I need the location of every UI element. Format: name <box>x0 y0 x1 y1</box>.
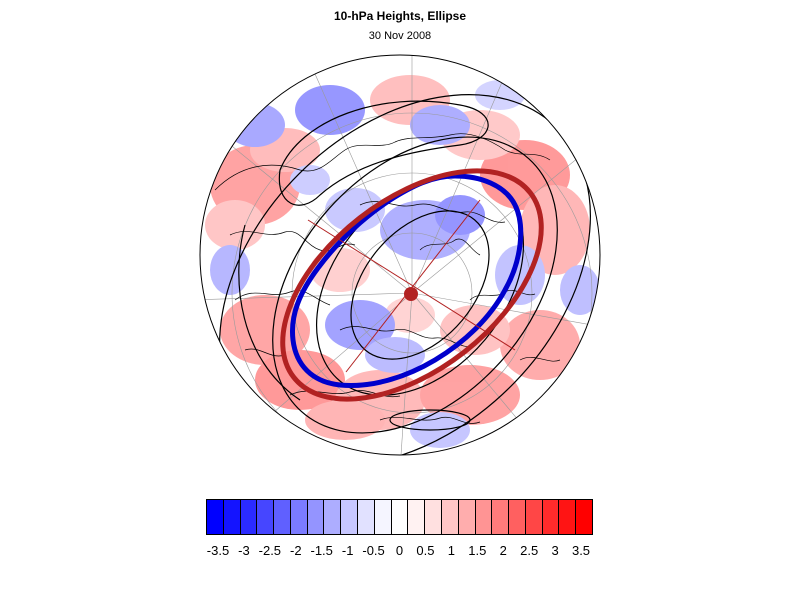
colorbar-swatch <box>458 500 476 534</box>
colorbar-label: -2.5 <box>258 543 282 558</box>
colorbar-label: -1 <box>341 543 354 558</box>
ellipse-axes <box>307 199 516 373</box>
colorbar-swatch <box>290 500 308 534</box>
colorbar-label: -0.5 <box>362 543 385 558</box>
colorbar-swatch <box>274 500 291 534</box>
colorbar-swatch <box>374 500 392 534</box>
colorbar-label: -1.5 <box>310 543 333 558</box>
colorbar-label: -2 <box>290 543 302 558</box>
fitted-ellipse <box>280 168 544 402</box>
colorbar-swatch <box>576 500 592 534</box>
colorbar-label: 0 <box>395 543 404 558</box>
colorbar-labels: -3.5 -3 -2.5 -2 -1.5 -1 -0.5 0 0.5 1 1.5 2 2.5 3 3.5 <box>0 543 800 563</box>
colorbar-swatch <box>324 500 342 534</box>
colorbar-label: -3.5 <box>206 543 230 558</box>
colorbar-label: 1 <box>447 543 455 558</box>
observed-vortex-edge <box>289 173 524 388</box>
colorbar-swatch <box>307 500 325 534</box>
map-title: 10-hPa Heights, Ellipse <box>333 9 467 23</box>
colorbar-swatch <box>341 500 359 534</box>
colorbar-swatch <box>207 500 224 534</box>
colorbar-label: 2.5 <box>520 543 539 558</box>
colorbar-label: -3 <box>238 543 250 558</box>
colorbar-swatch <box>475 500 493 534</box>
colorbar-swatch <box>492 500 510 534</box>
graticule <box>200 55 600 455</box>
colorbar-swatch <box>408 500 426 534</box>
colorbar-label: 3 <box>551 543 559 558</box>
colorbar <box>206 499 593 535</box>
globe-outline <box>199 54 601 456</box>
colorbar-swatch <box>509 500 526 534</box>
ellipse-center-dot <box>404 287 418 301</box>
globe <box>200 55 600 455</box>
colorbar-swatch <box>542 500 560 534</box>
colorbar-swatch <box>240 500 258 534</box>
colorbar-label: 3.5 <box>571 543 591 558</box>
colorbar-swatch <box>525 500 543 534</box>
map-date: 30 Nov 2008 <box>368 30 432 42</box>
colorbar-swatch <box>223 500 241 534</box>
colorbar-label: 1.5 <box>468 543 487 558</box>
colorbar-swatch <box>559 500 577 534</box>
polar-map <box>199 54 601 456</box>
polar-map-svg <box>199 54 601 456</box>
colorbar-swatch <box>391 500 409 534</box>
colorbar-swatch <box>257 500 275 534</box>
colorbar-swatch <box>358 500 375 534</box>
colorbar-swatch <box>441 500 459 534</box>
colorbar-label: 0.5 <box>416 543 435 558</box>
colorbar-swatch <box>425 500 442 534</box>
colorbar-label: 2 <box>499 543 507 558</box>
